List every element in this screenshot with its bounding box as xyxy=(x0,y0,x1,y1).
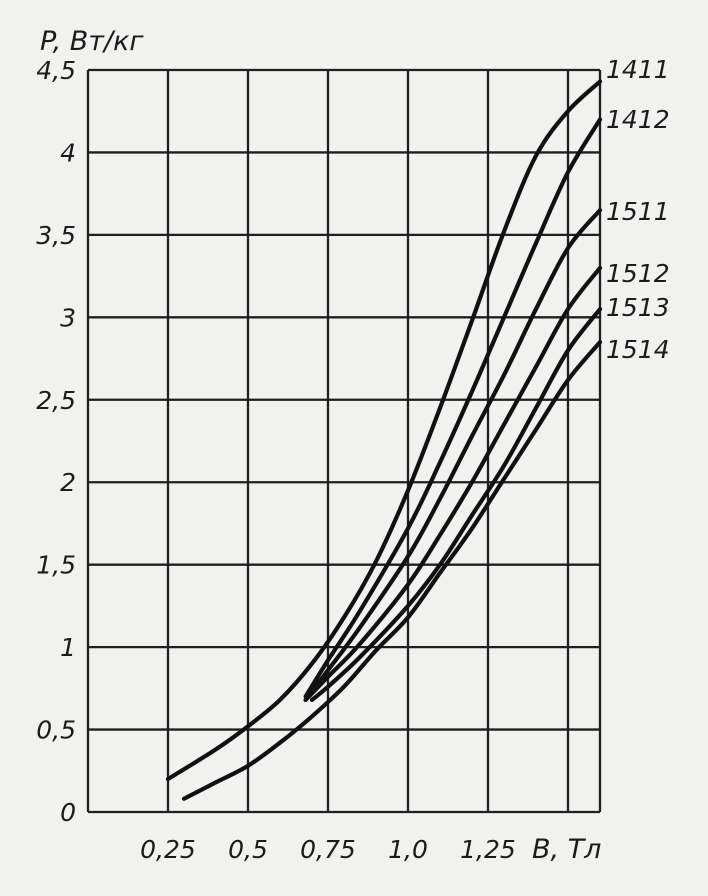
series-line-1512 xyxy=(303,265,603,702)
y-tick-label: 4,5 xyxy=(36,56,76,85)
x-tick-labels: 0,25 0,5 0,75 1,0 1,25 xyxy=(140,835,516,864)
x-tick-label: 1,25 xyxy=(460,835,516,864)
series-label-1513: 1513 xyxy=(606,293,670,322)
y-tick-labels: 0 0,5 1 1,5 2 2,5 3 3,5 4 4,5 xyxy=(36,56,76,827)
y-tick-label: 0,5 xyxy=(36,716,76,745)
series-labels: 1411 1412 1511 1512 1513 1514 xyxy=(606,55,670,364)
y-tick-label: 1,5 xyxy=(36,551,76,580)
y-tick-label: 2,5 xyxy=(36,386,76,415)
y-tick-label: 4 xyxy=(60,138,76,167)
x-tick-label: 0,75 xyxy=(300,835,356,864)
series-line-1511 xyxy=(303,208,603,702)
y-tick-label: 0 xyxy=(60,798,76,827)
series-line-1514 xyxy=(181,340,603,801)
y-axis-label: P, Вт/кг xyxy=(40,26,144,57)
y-tick-label: 1 xyxy=(60,633,76,662)
series-label-1514: 1514 xyxy=(606,335,670,364)
x-tick-label: 0,5 xyxy=(228,835,268,864)
x-tick-label: 1,0 xyxy=(388,835,428,864)
series-label-1512: 1512 xyxy=(606,259,670,288)
y-tick-label: 2 xyxy=(60,468,76,497)
y-tick-label: 3,5 xyxy=(36,221,76,250)
curves xyxy=(165,79,603,801)
y-tick-label: 3 xyxy=(60,303,76,332)
series-line-1412 xyxy=(303,117,603,699)
grid xyxy=(86,68,602,814)
series-label-1412: 1412 xyxy=(606,105,670,134)
x-axis-label: B, Тл xyxy=(532,834,601,865)
series-line-1411 xyxy=(165,79,603,782)
series-line-1513 xyxy=(309,307,603,702)
series-label-1411: 1411 xyxy=(606,55,670,84)
series-label-1511: 1511 xyxy=(606,197,670,226)
x-tick-label: 0,25 xyxy=(140,835,196,864)
